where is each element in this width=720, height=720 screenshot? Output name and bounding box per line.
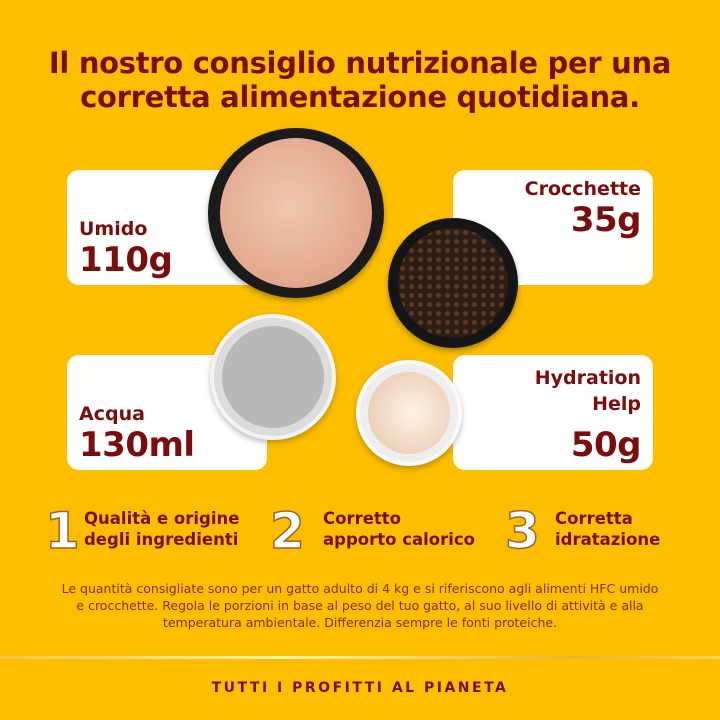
card-label-line-1: Hydration <box>534 367 641 389</box>
card-label: Acqua <box>79 403 145 425</box>
card-label: Crocchette <box>524 178 641 200</box>
footer-tagline: TUTTI I PROFITTI AL PIANETA <box>211 680 509 696</box>
point-line: idratazione <box>555 530 661 549</box>
point-2-text: Corretto apporto calorico <box>323 508 475 550</box>
point-1-text: Qualità e origine degli ingredienti <box>84 508 239 550</box>
disclaimer: Le quantità consigliate sono per un gatt… <box>61 581 659 630</box>
point-number-2: 2 <box>269 502 305 560</box>
point-number-1: 1 <box>44 502 80 560</box>
card-value: 130ml <box>79 425 195 465</box>
card-label: Hydration Help <box>535 365 641 417</box>
page-title: Il nostro consiglio nutrizionale per una… <box>0 46 720 114</box>
card-value: 110g <box>79 240 173 280</box>
title-line-1: Il nostro consiglio nutrizionale per una <box>48 46 672 80</box>
card-label: Umido <box>79 218 148 240</box>
card-label-line-2: Help <box>592 393 641 415</box>
card-value: 50g <box>570 425 642 465</box>
point-line: Qualità e origine <box>84 509 240 528</box>
title-line-2: corretta alimentazione quotidiana. <box>80 80 640 114</box>
point-line: degli ingredienti <box>84 530 239 549</box>
hydration-help-bowl-image <box>356 360 462 466</box>
wet-food-bowl-image <box>208 128 384 298</box>
point-line: apporto calorico <box>323 530 476 549</box>
point-number-3: 3 <box>504 502 540 560</box>
kibble-bowl-image <box>388 218 518 348</box>
card-hydration-help: Hydration Help 50g <box>453 355 653 470</box>
divider <box>0 656 720 659</box>
point-line: Corretta <box>555 509 633 528</box>
water-bowl-image <box>210 314 336 440</box>
card-value: 35g <box>570 200 642 240</box>
point-3-text: Corretta idratazione <box>555 508 660 550</box>
point-line: Corretto <box>323 509 402 528</box>
